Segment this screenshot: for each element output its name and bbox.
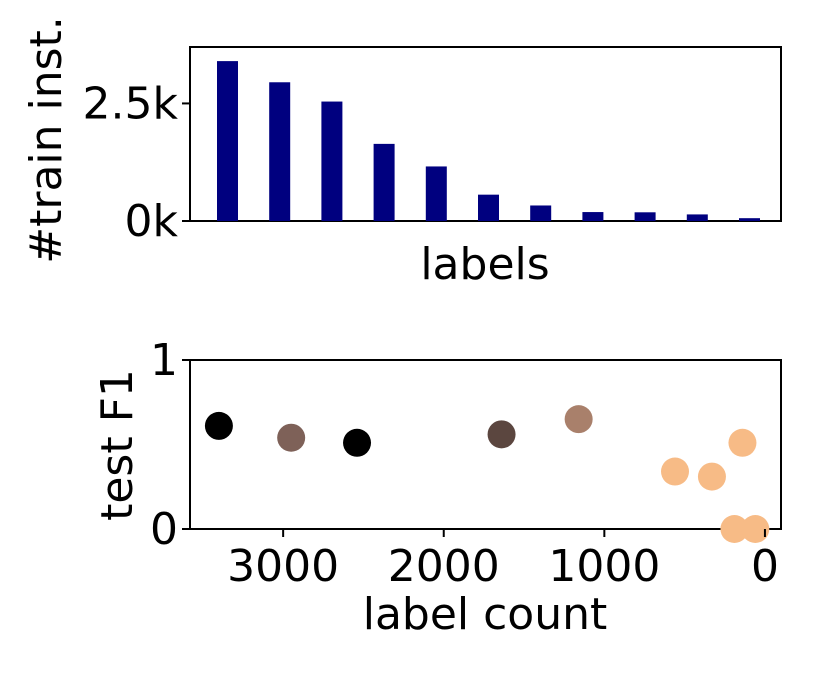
bar bbox=[686, 214, 708, 221]
bar bbox=[634, 212, 656, 221]
scatter-chart-frame bbox=[189, 359, 782, 530]
bar bbox=[321, 101, 343, 221]
bar bbox=[269, 82, 291, 222]
y-tick-label: 1 bbox=[150, 335, 178, 386]
scatter-point bbox=[741, 515, 770, 543]
scatter-y-axis-label: test F1 bbox=[92, 369, 143, 521]
x-tick-label: 0 bbox=[751, 541, 779, 592]
bar-marks bbox=[217, 61, 760, 222]
bar bbox=[478, 194, 499, 221]
y-tick-label: 2.5k bbox=[83, 78, 179, 129]
y-tick-label: 0k bbox=[125, 196, 179, 247]
scatter-x-axis-label: label count bbox=[363, 589, 608, 640]
scatter-chart: 3000 2000 1000 0 01 label count test F1 bbox=[92, 335, 782, 640]
scatter-point bbox=[343, 428, 372, 457]
bar bbox=[582, 212, 604, 221]
x-tick-label: 3000 bbox=[227, 541, 339, 592]
scatter-x-ticks: 3000 2000 1000 0 bbox=[227, 529, 779, 592]
scatter-point bbox=[204, 411, 233, 440]
scatter-point bbox=[728, 428, 757, 457]
scatter-point bbox=[661, 457, 690, 486]
bar bbox=[425, 166, 447, 221]
scatter-point bbox=[564, 405, 593, 434]
bar bbox=[530, 205, 552, 221]
bar bbox=[373, 143, 395, 221]
y-tick-label: 0 bbox=[150, 504, 178, 555]
bar-x-axis-label: labels bbox=[420, 239, 549, 290]
scatter-point bbox=[697, 462, 726, 491]
bar-y-ticks: 0k 2.5k bbox=[83, 78, 190, 247]
scatter-y-ticks: 01 bbox=[150, 335, 190, 555]
scatter-point bbox=[487, 420, 516, 449]
scatter-point bbox=[277, 423, 306, 452]
x-tick-label: 2000 bbox=[388, 541, 500, 592]
bar bbox=[739, 218, 760, 221]
bar bbox=[217, 61, 238, 221]
x-tick-label: 1000 bbox=[548, 541, 660, 592]
bar-y-axis-label: #train inst. bbox=[21, 16, 72, 264]
scatter-points bbox=[204, 405, 770, 543]
bar-chart: 0k 2.5k labels #train inst. bbox=[21, 16, 782, 290]
scatter-point bbox=[720, 515, 749, 543]
